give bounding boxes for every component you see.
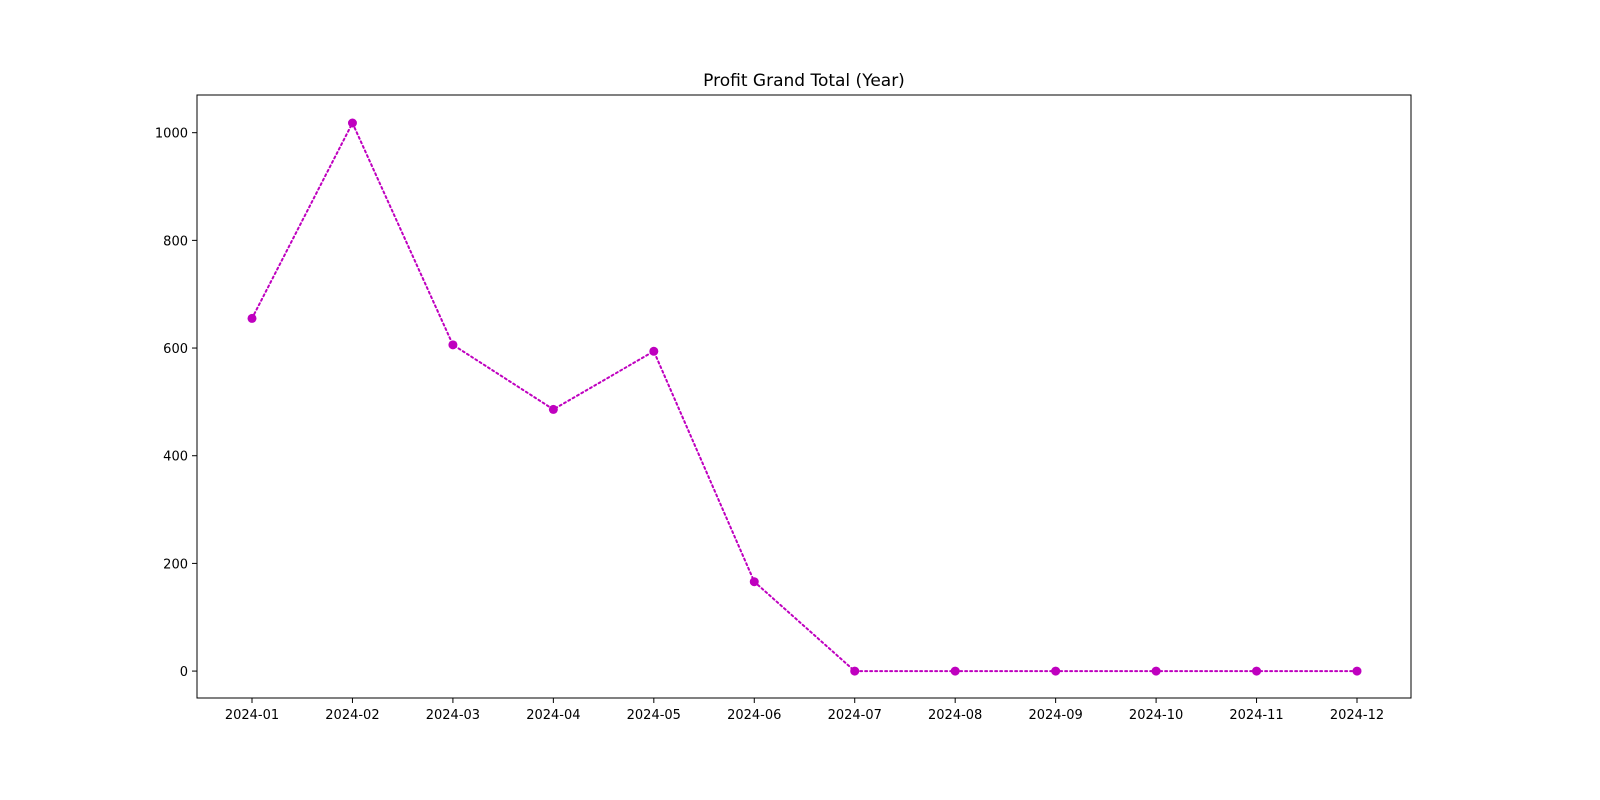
- chart-title: Profit Grand Total (Year): [703, 71, 905, 91]
- data-point: [548, 404, 558, 414]
- data-point: [347, 118, 357, 128]
- y-tick-label: 600: [163, 342, 188, 357]
- y-tick-label: 0: [180, 665, 188, 680]
- x-tick-label: 2024-01: [225, 708, 279, 723]
- y-tick-label: 1000: [155, 127, 188, 142]
- x-tick-label: 2024-07: [828, 708, 882, 723]
- x-tick-label: 2024-06: [727, 708, 781, 723]
- axes-frame: [196, 94, 1412, 699]
- y-tick-label: 400: [163, 450, 188, 465]
- data-point: [749, 577, 759, 587]
- y-tick-label: 800: [163, 234, 188, 249]
- plot-area: 0 200 400 600 800 1000 2024-01 2024-02 2024-03 20…: [155, 94, 1412, 723]
- data-point: [448, 340, 458, 350]
- data-point: [1252, 666, 1262, 676]
- x-tick-label: 2024-02: [325, 708, 379, 723]
- series-line: [251, 120, 1358, 673]
- data-point: [850, 666, 860, 676]
- x-tick-label: 2024-08: [928, 708, 982, 723]
- data-point: [1352, 666, 1362, 676]
- data-point: [1051, 666, 1061, 676]
- data-point: [649, 346, 659, 356]
- data-point: [247, 313, 257, 323]
- data-point: [1151, 666, 1161, 676]
- x-tick-label: 2024-10: [1129, 708, 1183, 723]
- x-tick-label: 2024-03: [426, 708, 480, 723]
- y-tick-label: 200: [163, 557, 188, 572]
- data-point: [950, 666, 960, 676]
- x-tick-label: 2024-04: [526, 708, 580, 723]
- x-tick-label: 2024-11: [1229, 708, 1283, 723]
- x-tick-label: 2024-12: [1330, 708, 1384, 723]
- x-tick-label: 2024-05: [627, 708, 681, 723]
- x-tick-label: 2024-09: [1028, 708, 1082, 723]
